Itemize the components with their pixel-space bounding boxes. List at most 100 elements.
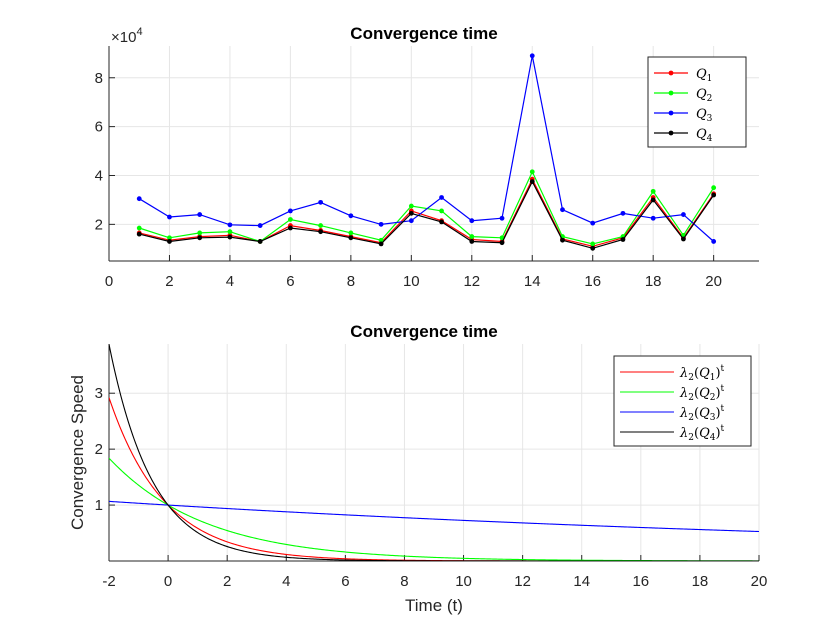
chart2-x-tick-label: 2: [223, 573, 231, 590]
chart1-point-q2: [590, 241, 596, 247]
chart1-point-q2: [650, 188, 656, 194]
chart1-point-q4: [167, 239, 172, 244]
chart1-point-q4: [439, 219, 444, 225]
chart1-point-q3: [257, 223, 263, 228]
chart1-legend-marker-q1: [668, 70, 674, 76]
chart1-point-q3: [378, 221, 384, 227]
chart1-point-q4: [650, 197, 656, 203]
chart1-point-q3: [469, 218, 475, 224]
chart1-legend-label-q3: Q3: [696, 107, 713, 124]
chart1-point-q2: [318, 223, 324, 228]
chart1-y-tick-label: 8: [95, 70, 103, 87]
chart1-point-q4: [318, 229, 324, 235]
chart1-legend-marker-q2: [668, 90, 674, 96]
chart1-x-tick-label: 14: [524, 273, 541, 290]
chart1-point-q3: [590, 220, 596, 226]
chart2-x-tick-label: 14: [573, 573, 590, 590]
chart1-point-q3: [167, 214, 172, 220]
chart1-x-tick-label: 2: [165, 273, 173, 290]
chart2-legend-label-q2: λ2(Q2)t: [679, 384, 725, 403]
chart1-point-q2: [167, 235, 172, 241]
chart2-y-tick-label: 2: [95, 441, 103, 458]
chart2-x-tick-label: 8: [400, 573, 408, 590]
chart2-x-axis-label: Time (t): [405, 596, 463, 615]
chart1-point-q3: [499, 215, 505, 221]
chart1-point-q2: [439, 208, 444, 214]
chart1-point-q2: [287, 217, 293, 222]
chart1-point-q4: [469, 239, 475, 244]
chart1-point-q2: [378, 237, 384, 243]
chart2-y-tick-label: 3: [95, 385, 103, 402]
chart1-point-q3: [681, 212, 686, 217]
chart1-point-q4: [348, 235, 354, 241]
chart2-y-tick-label: 1: [95, 497, 103, 514]
chart1-series-line-q3: [138, 55, 715, 242]
chart1-point-q4: [620, 237, 626, 242]
chart1-y-tick-label: 6: [95, 119, 103, 136]
chart2-legend: λ2(Q1)tλ2(Q2)tλ2(Q3)tλ2(Q4)t: [613, 355, 752, 447]
chart1-point-q3: [197, 212, 203, 217]
chart2-series-line-q3: [109, 500, 759, 533]
chart1-point-q3: [136, 196, 142, 202]
chart1-point-q4: [287, 225, 293, 231]
chart2-legend-label-q1: λ2(Q1)t: [679, 364, 725, 383]
chart2-x-tick-label: 0: [164, 573, 172, 590]
chart1-legend-label-q1: Q1: [696, 67, 712, 84]
chart1-point-q4: [560, 237, 565, 243]
chart1-x-tick-label: 20: [705, 273, 722, 290]
chart1-point-q4: [499, 240, 505, 246]
chart2-y-axis-label: Convergence Speed: [68, 375, 87, 530]
chart1-point-q3: [529, 53, 535, 59]
chart1-point-q3: [348, 213, 354, 219]
chart2-x-tick-label: 12: [514, 573, 531, 590]
chart1-legend-marker-q3: [668, 110, 674, 116]
chart1-point-q2: [348, 230, 354, 236]
chart1-point-q2: [469, 234, 475, 239]
chart1-point-q4: [711, 192, 717, 198]
chart1-x-tick-label: 18: [645, 273, 662, 290]
chart1-legend: Q1 Q2 Q3 Q4: [647, 56, 747, 148]
chart1-x-tick-label: 10: [403, 273, 420, 290]
chart1-legend-label-q4: Q4: [696, 127, 713, 144]
chart1-point-q4: [136, 231, 142, 237]
chart2-x-tick-label: 18: [692, 573, 709, 590]
top-chart: 0 2 4 6 8 10 12 14 16 18 20 2 4 6 8 ×104 Convergence tim…: [95, 24, 759, 290]
chart1-point-q4: [681, 236, 686, 242]
chart1-series-line-q4: [139, 180, 715, 249]
chart1-point-q2: [711, 185, 717, 191]
chart2-x-tick-label: 16: [632, 573, 649, 590]
chart1-point-q2: [227, 229, 233, 235]
chart1-x-tick-label: 8: [347, 273, 355, 290]
chart1-point-q4: [197, 235, 203, 241]
chart1-point-q2: [197, 230, 203, 236]
chart2-legend-label-q3: λ2(Q3)t: [679, 404, 725, 423]
chart1-point-q4: [408, 210, 414, 216]
chart1-point-q3: [620, 210, 626, 216]
chart1-x-tick-label: 0: [105, 273, 113, 290]
chart1-y-tick-label: 4: [95, 167, 103, 184]
chart1-point-q4: [529, 179, 535, 184]
chart1-point-q3: [318, 199, 324, 205]
chart2-x-tick-label: 20: [751, 573, 768, 590]
chart2-x-tick-label: -2: [102, 573, 115, 590]
chart2-legend-box: [613, 355, 752, 447]
chart1-point-q4: [257, 239, 263, 244]
chart1-y-exponent-label: ×104: [111, 26, 143, 46]
chart1-title: Convergence time: [350, 24, 497, 43]
chart1-x-tick-label: 4: [226, 273, 234, 290]
chart2-legend-label-q4: λ2(Q4)t: [679, 424, 725, 443]
chart2-title: Convergence time: [350, 322, 497, 341]
chart2-x-tick-label: 10: [455, 573, 472, 590]
chart1-point-q3: [650, 215, 656, 221]
chart1-point-q4: [227, 234, 233, 240]
chart1-point-q2: [136, 225, 142, 231]
chart1-point-q3: [711, 239, 717, 244]
chart1-legend-label-q2: Q2: [696, 87, 712, 104]
chart1-x-tick-label: 12: [463, 273, 480, 290]
chart1-series-line-q1: [139, 177, 715, 247]
chart2-x-tick-label: 4: [282, 573, 290, 590]
chart1-point-q4: [378, 241, 384, 247]
chart1-y-tick-label: 2: [95, 216, 103, 233]
